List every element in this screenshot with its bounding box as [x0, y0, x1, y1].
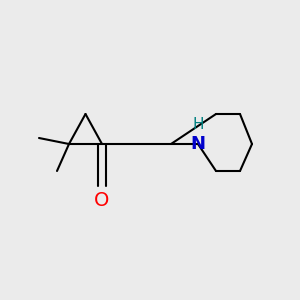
Text: O: O: [94, 190, 110, 209]
Text: N: N: [190, 135, 206, 153]
Text: H: H: [192, 117, 204, 132]
